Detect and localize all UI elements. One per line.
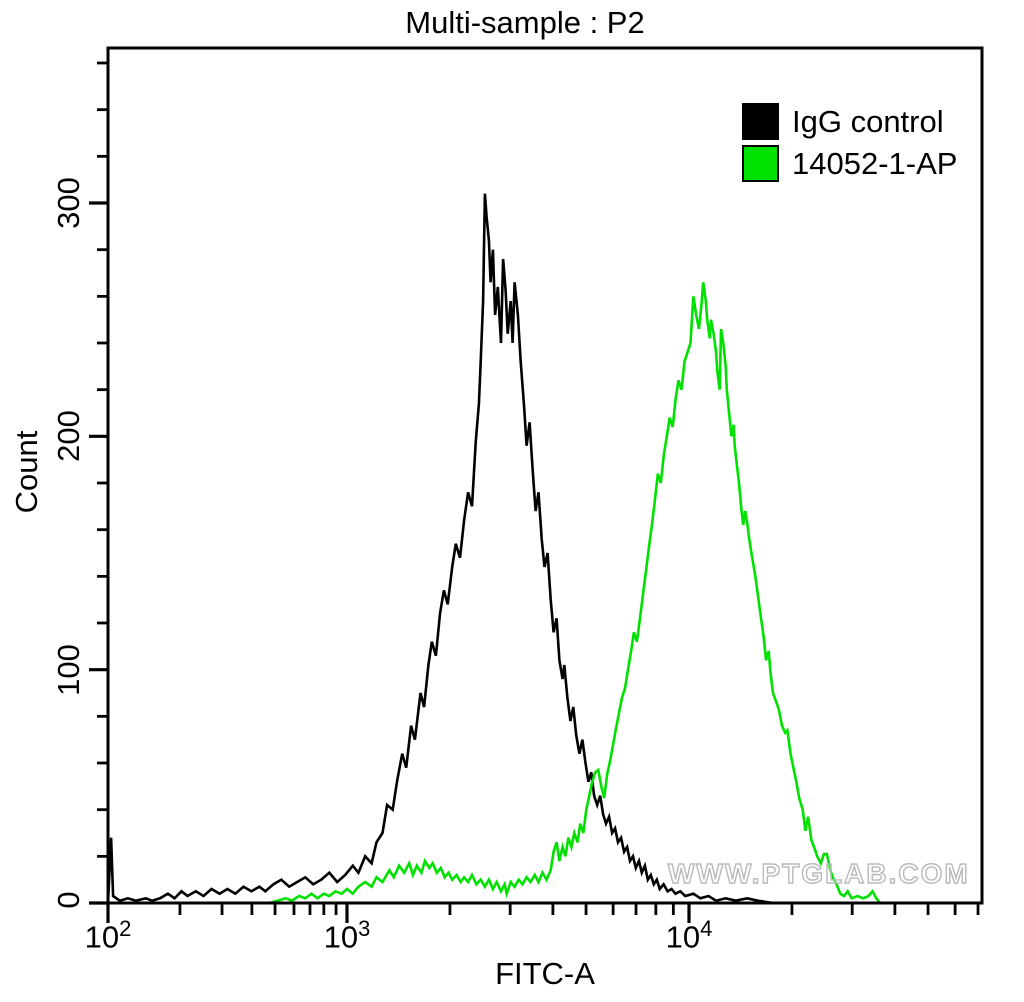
x-axis-label: FITC-A: [495, 956, 595, 991]
watermark: WWW.PTGLAB.COM: [667, 857, 970, 889]
legend-swatch-green: [742, 144, 779, 182]
x-tick-label: 104: [665, 916, 713, 955]
y-tick-label: 300: [51, 177, 86, 229]
y-axis-label: Count: [9, 430, 44, 514]
legend-swatch-black: [742, 102, 779, 140]
curve-igg-control: [106, 193, 983, 905]
x-tick-label: 102: [84, 916, 132, 955]
x-tick-label: 103: [323, 916, 371, 955]
legend-label: 14052-1-AP: [792, 145, 958, 181]
y-tick-label: 100: [51, 643, 86, 696]
curve-14052-1-ap: [268, 282, 983, 905]
legend-item-14052-1-ap: 14052-1-AP: [742, 142, 957, 184]
plot-border: [106, 46, 984, 905]
legend-item-igg-control: IgG control: [742, 100, 957, 142]
y-tick-label: 200: [51, 410, 86, 463]
y-tick-label: 0: [51, 891, 86, 909]
legend: IgG control 14052-1-AP: [742, 100, 957, 184]
legend-label: IgG control: [792, 103, 944, 139]
chart-title: Multi-sample : P2: [405, 5, 645, 40]
